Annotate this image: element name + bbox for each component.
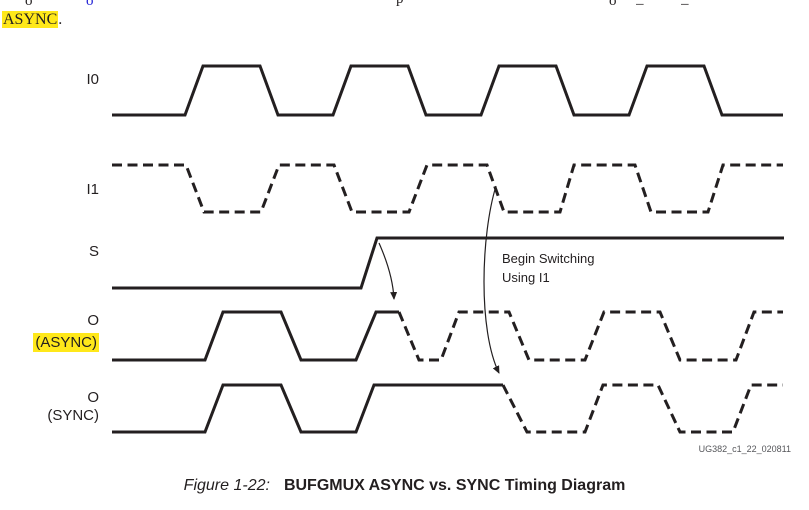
annotation-line1: Begin Switching [502, 251, 595, 266]
waveform-s [112, 236, 784, 290]
clipped-text-line: o o p o _ _ [0, 0, 809, 6]
waveform-i1 [112, 163, 783, 214]
waveform-i0 [112, 64, 783, 117]
signal-label-i1: I1 [86, 181, 99, 198]
sentence-period: . [58, 11, 63, 28]
annotation-begin-switching: Begin Switching Using I1 [502, 249, 595, 287]
waveform-o_async [397, 310, 783, 362]
clipped-char: p [396, 0, 408, 6]
sync-switch-arrow [483, 185, 500, 374]
signal-label-i0: I0 [86, 71, 99, 88]
waveform-o_sync [501, 383, 783, 434]
clipped-char: _ [681, 0, 693, 6]
figure-title: BUFGMUX ASYNC vs. SYNC Timing Diagram [283, 477, 626, 494]
signal-label-o-sync-sub: (SYNC) [47, 407, 99, 424]
signal-label-o-async-sub: (ASYNC) [20, 333, 99, 352]
signal-label-s: S [88, 243, 99, 260]
clipped-char: o [609, 0, 621, 6]
clipped-char: _ [636, 0, 648, 6]
figure-number-label: Figure 1-22: [183, 477, 270, 494]
signal-label-o-sync: O [87, 389, 99, 406]
async-switch-arrow [378, 242, 398, 300]
highlighted-label-async: (ASYNC) [33, 333, 99, 352]
waveform-o_sync [112, 383, 503, 434]
waveform-o_async [112, 310, 399, 362]
highlighted-word-async: ASYNC [2, 11, 59, 28]
annotation-line2: Using I1 [502, 270, 550, 285]
signal-label-o-async: O [87, 312, 99, 329]
clipped-char: o [86, 0, 98, 6]
figure-caption: Figure 1-22: BUFGMUX ASYNC vs. SYNC Timin… [0, 477, 809, 495]
paragraph-tail: ASYNC. [2, 11, 62, 29]
clipped-char: o [25, 0, 37, 6]
figure-watermark: UG382_c1_22_020811 [698, 444, 791, 454]
